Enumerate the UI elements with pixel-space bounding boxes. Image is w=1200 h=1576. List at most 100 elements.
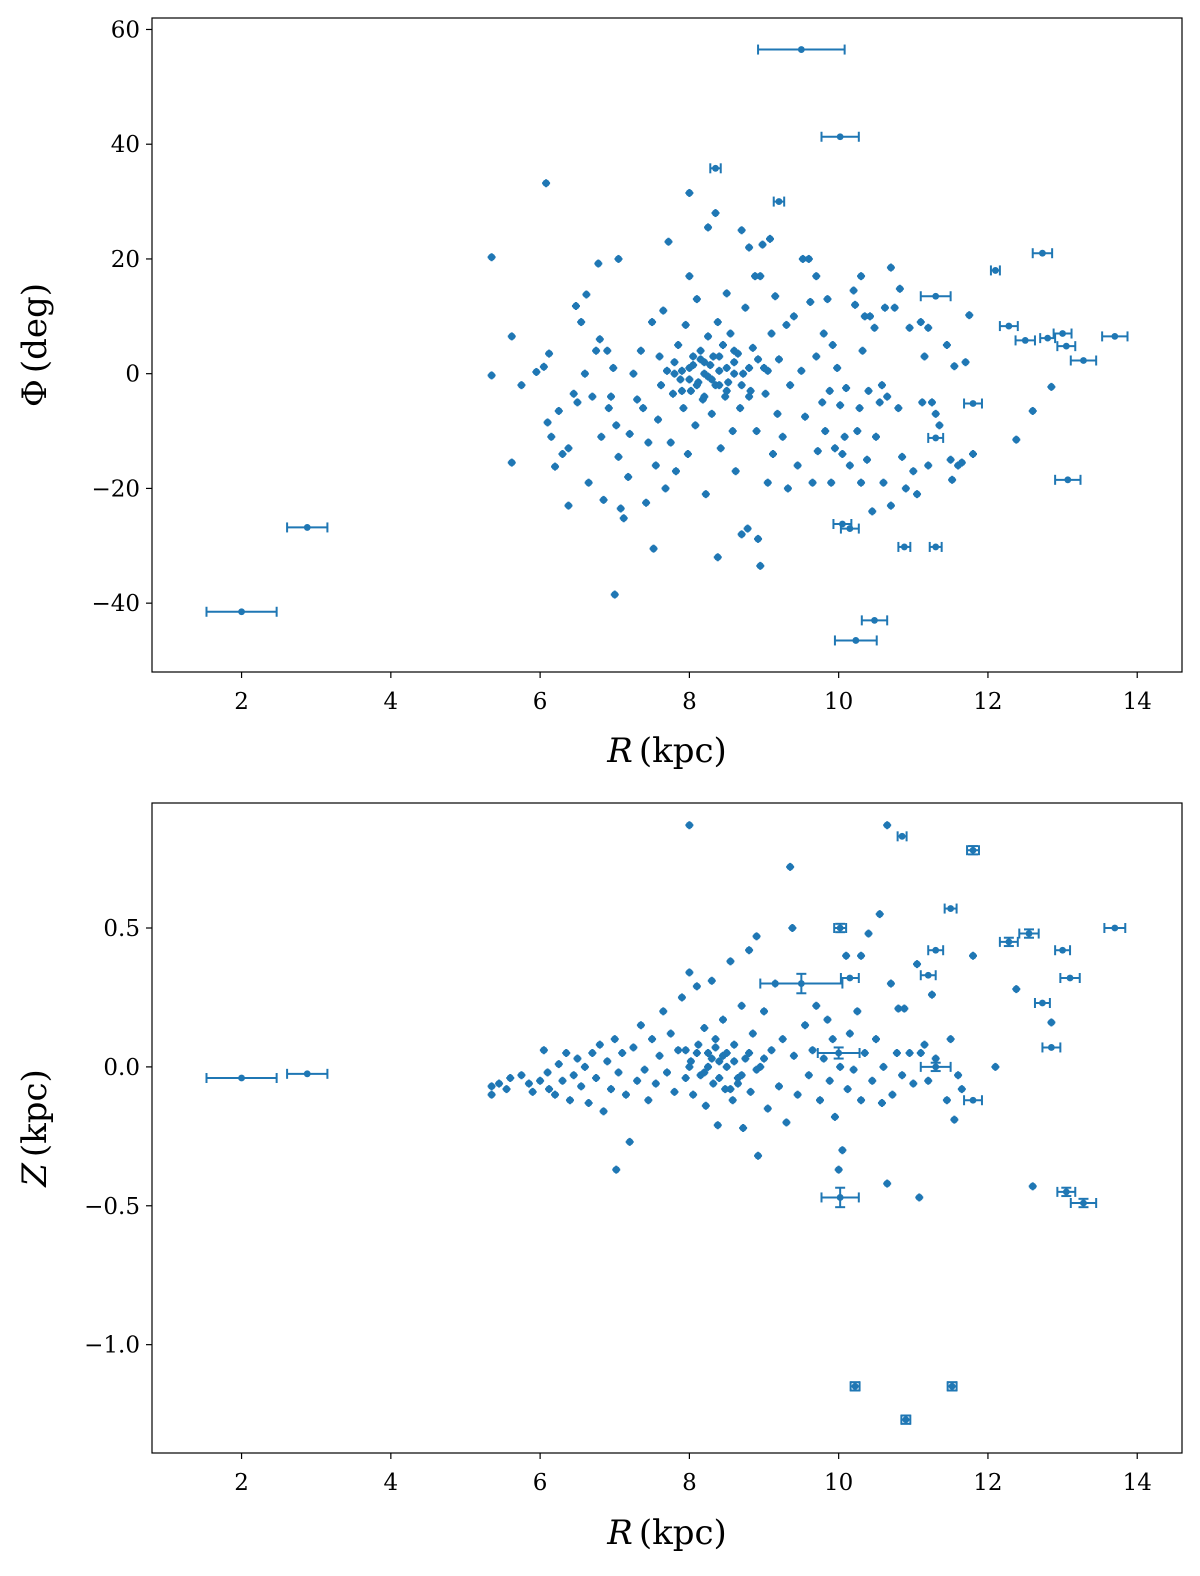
data-point bbox=[845, 1029, 854, 1038]
data-point bbox=[564, 444, 573, 453]
data-point bbox=[639, 404, 648, 413]
data-point bbox=[741, 303, 750, 312]
data-point bbox=[700, 1024, 709, 1032]
data-point bbox=[864, 386, 873, 395]
data-point bbox=[771, 292, 780, 301]
x-axis-label: R (kpc) bbox=[606, 731, 727, 771]
data-point bbox=[813, 447, 822, 456]
data-point bbox=[760, 363, 769, 372]
data-point bbox=[674, 1046, 683, 1055]
error-bar-point bbox=[772, 196, 786, 207]
error-bar-point bbox=[833, 635, 878, 646]
data-point bbox=[726, 957, 735, 966]
y-tick-label: 0.0 bbox=[103, 1055, 140, 1081]
data-point bbox=[730, 1057, 739, 1066]
data-point bbox=[931, 409, 940, 418]
data-point bbox=[728, 1096, 737, 1105]
data-point bbox=[842, 384, 851, 393]
data-point bbox=[849, 1065, 858, 1074]
data-point bbox=[636, 1021, 645, 1030]
data-point bbox=[909, 467, 918, 476]
data-point bbox=[767, 329, 776, 338]
error-bar-point bbox=[919, 291, 952, 302]
data-point bbox=[696, 346, 705, 355]
data-point bbox=[655, 1051, 664, 1060]
data-point bbox=[849, 286, 858, 295]
x-tick-label: 12 bbox=[973, 689, 1002, 715]
error-bar-point bbox=[1033, 998, 1051, 1008]
data-point bbox=[860, 1049, 869, 1057]
data-point bbox=[663, 1068, 671, 1077]
z-vs-r-panel: 2 4 6 8 10 12 14−1.0−0.50.00.5R (kpc)Z(kpc) bbox=[15, 802, 1183, 1553]
data-point bbox=[950, 362, 959, 371]
data-point bbox=[766, 234, 774, 243]
error-bar-point bbox=[998, 321, 1019, 332]
data-point bbox=[789, 312, 798, 321]
data-point bbox=[752, 932, 761, 941]
data-point bbox=[833, 363, 842, 372]
data-point bbox=[900, 1004, 909, 1013]
data-point bbox=[713, 318, 722, 327]
data-point bbox=[681, 320, 690, 329]
data-point bbox=[782, 1118, 791, 1127]
data-point bbox=[487, 1090, 496, 1099]
data-point bbox=[836, 1062, 845, 1071]
data-point bbox=[713, 1121, 722, 1130]
data-point bbox=[868, 1076, 877, 1085]
data-point bbox=[677, 993, 686, 1002]
data-point bbox=[883, 821, 892, 830]
data-point bbox=[1028, 406, 1037, 415]
data-point bbox=[916, 1049, 925, 1057]
data-point bbox=[864, 929, 873, 938]
data-point bbox=[614, 452, 623, 461]
x-tick-label: 6 bbox=[533, 689, 548, 715]
data-point bbox=[685, 1062, 694, 1071]
x-tick-label: 14 bbox=[1123, 689, 1152, 715]
data-point bbox=[754, 534, 763, 543]
data-point bbox=[722, 1062, 731, 1071]
data-point bbox=[495, 1079, 504, 1088]
x-tick-label: 4 bbox=[384, 689, 399, 715]
data-point bbox=[640, 1065, 649, 1074]
data-point bbox=[701, 1101, 710, 1110]
data-point bbox=[685, 821, 694, 830]
data-point bbox=[692, 1049, 701, 1057]
data-point bbox=[700, 358, 709, 367]
data-point bbox=[818, 398, 827, 407]
data-point bbox=[828, 341, 837, 349]
data-point bbox=[722, 363, 731, 372]
data-point bbox=[554, 1060, 563, 1069]
data-point bbox=[788, 924, 797, 932]
error-bar-point bbox=[1018, 928, 1040, 939]
data-point bbox=[901, 484, 910, 493]
data-point bbox=[789, 1051, 798, 1060]
data-point bbox=[571, 301, 580, 310]
data-point bbox=[786, 381, 795, 390]
data-point bbox=[711, 209, 720, 218]
data-point bbox=[685, 272, 694, 281]
error-bar-point bbox=[963, 398, 983, 409]
data-point bbox=[812, 1001, 821, 1010]
data-point bbox=[577, 318, 586, 327]
data-point bbox=[879, 478, 888, 487]
data-point bbox=[857, 1096, 866, 1105]
data-point bbox=[642, 498, 651, 507]
data-point bbox=[1012, 985, 1021, 994]
error-bar-point bbox=[919, 970, 937, 981]
data-point bbox=[991, 1062, 1000, 1071]
data-point bbox=[730, 1040, 739, 1049]
data-point bbox=[875, 398, 884, 407]
data-point bbox=[704, 1049, 713, 1057]
data-point bbox=[580, 369, 589, 378]
data-point bbox=[877, 381, 886, 390]
error-bar-point bbox=[820, 1186, 860, 1209]
plot-frame bbox=[151, 17, 1183, 673]
data-point bbox=[969, 951, 978, 960]
data-point bbox=[745, 946, 754, 955]
data-point bbox=[565, 1096, 574, 1105]
error-bar-point bbox=[205, 606, 278, 617]
data-point bbox=[870, 323, 879, 332]
x-tick-label: 12 bbox=[973, 1470, 1002, 1496]
data-point bbox=[580, 1062, 589, 1071]
data-point bbox=[778, 432, 787, 441]
